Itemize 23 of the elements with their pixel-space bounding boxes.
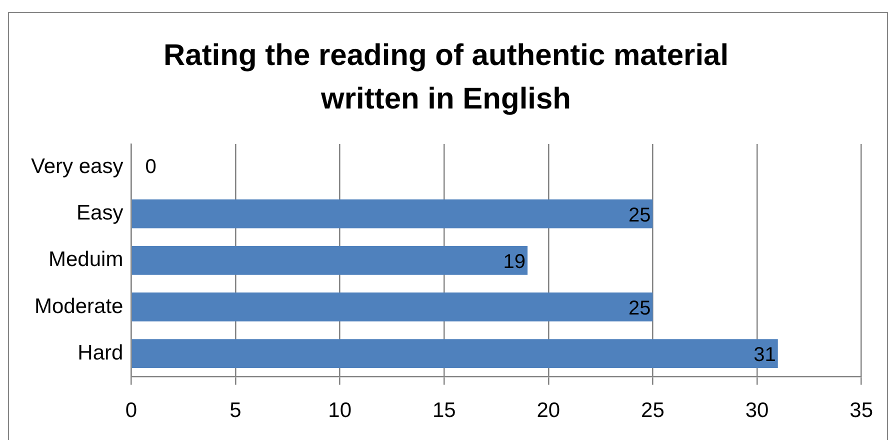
data-label: 0 [145, 156, 156, 178]
bar [132, 199, 653, 228]
data-label: 31 [754, 344, 776, 366]
chart-title: Rating the reading of authentic material written in English [163, 39, 729, 116]
y-tick-label: Easy [76, 202, 124, 225]
y-tick-label: Hard [78, 341, 124, 364]
x-tick-label: 20 [536, 399, 560, 422]
y-tick-label: Very easy [30, 155, 124, 178]
y-tick-label: Moderate [34, 294, 124, 318]
data-label: 19 [503, 250, 526, 273]
x-tick-label: 30 [745, 399, 769, 422]
bar [132, 339, 778, 368]
bar [132, 292, 653, 322]
y-tick-label: Meduim [48, 248, 124, 272]
x-tick-label: 5 [230, 399, 242, 422]
data-label: 25 [628, 204, 651, 226]
x-tick-label: 25 [641, 399, 664, 422]
x-tick-label: 10 [328, 399, 352, 422]
bar [132, 246, 528, 275]
x-tick-label: 15 [432, 399, 456, 422]
x-tick-label: 0 [125, 399, 138, 422]
x-tick-label: 35 [850, 399, 873, 422]
data-label: 25 [628, 297, 651, 320]
